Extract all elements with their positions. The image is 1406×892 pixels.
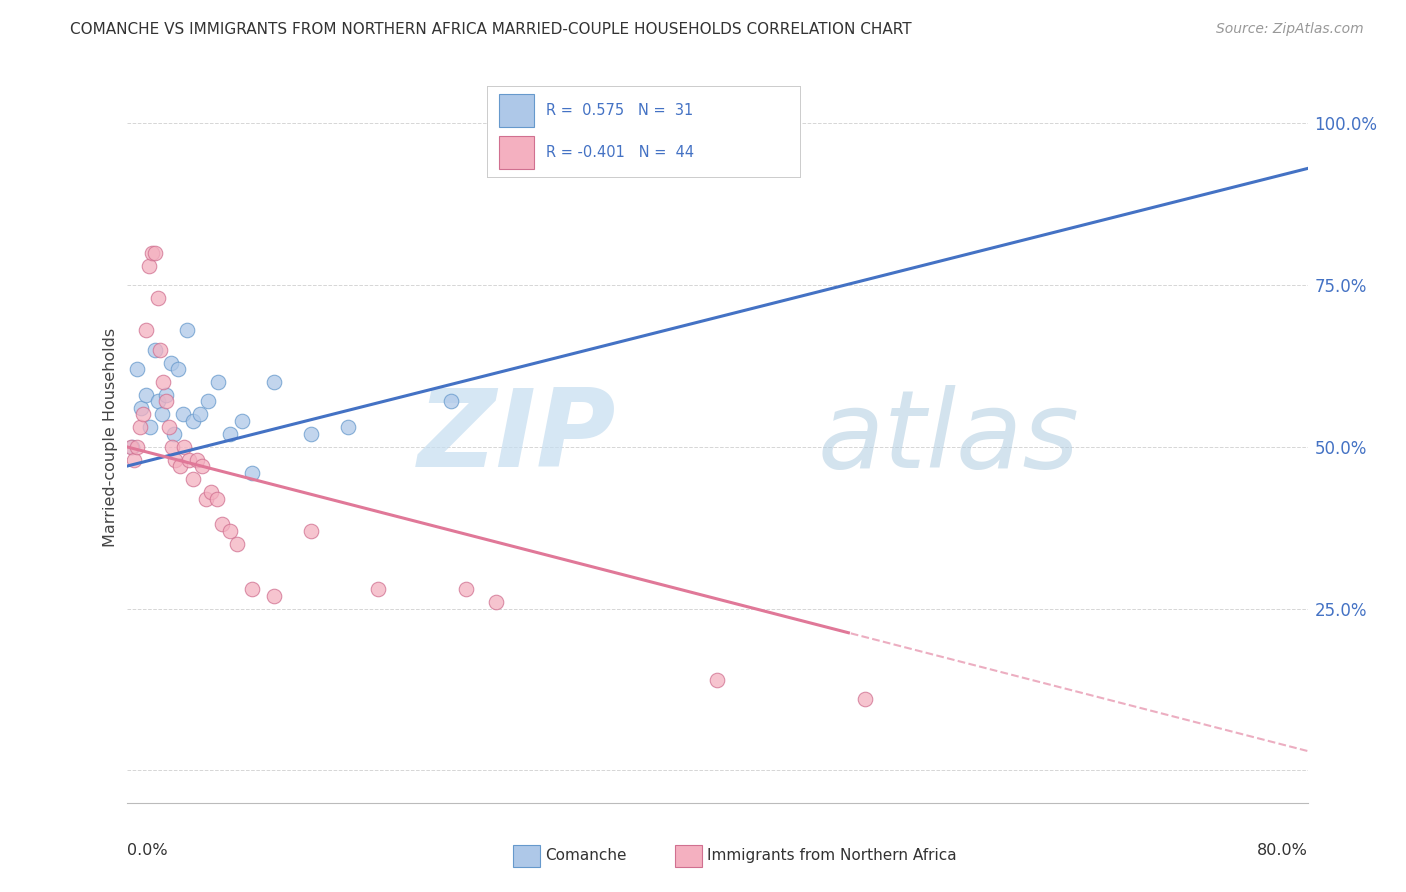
Point <box>157 420 180 434</box>
Point <box>143 343 166 357</box>
Point <box>176 323 198 337</box>
Point <box>211 517 233 532</box>
Point <box>191 459 214 474</box>
Point <box>162 440 184 454</box>
Point <box>366 582 388 597</box>
Point <box>143 245 166 260</box>
Point <box>181 472 204 486</box>
Point <box>125 362 148 376</box>
Point <box>240 582 263 597</box>
Point <box>167 362 190 376</box>
Text: Comanche: Comanche <box>546 848 627 863</box>
Point <box>177 452 200 467</box>
Point <box>218 524 242 538</box>
Point <box>125 440 148 454</box>
Point <box>141 245 163 260</box>
Point <box>207 375 229 389</box>
Point <box>138 259 160 273</box>
Point <box>299 426 322 441</box>
Point <box>263 375 285 389</box>
Point <box>150 408 173 422</box>
Point <box>135 388 157 402</box>
Point <box>163 426 186 441</box>
Point <box>337 420 360 434</box>
Point <box>853 692 876 706</box>
Point <box>146 394 169 409</box>
Point <box>218 426 242 441</box>
Text: COMANCHE VS IMMIGRANTS FROM NORTHERN AFRICA MARRIED-COUPLE HOUSEHOLDS CORRELATIO: COMANCHE VS IMMIGRANTS FROM NORTHERN AFR… <box>70 22 912 37</box>
Y-axis label: Married-couple Households: Married-couple Households <box>103 327 118 547</box>
Point <box>231 414 253 428</box>
Point <box>188 408 211 422</box>
Point <box>197 394 219 409</box>
Point <box>173 440 195 454</box>
Point <box>181 414 204 428</box>
Point <box>121 440 143 454</box>
Point <box>484 595 508 609</box>
Point <box>200 485 222 500</box>
Point <box>146 291 169 305</box>
Point <box>139 420 162 434</box>
Point <box>172 408 194 422</box>
Point <box>155 388 177 402</box>
Point <box>122 452 145 467</box>
Point <box>149 343 172 357</box>
Point <box>205 491 228 506</box>
Text: Source: ZipAtlas.com: Source: ZipAtlas.com <box>1216 22 1364 37</box>
Point <box>454 582 477 597</box>
Point <box>706 116 728 130</box>
Text: ZIP: ZIP <box>419 384 617 490</box>
Point <box>169 459 191 474</box>
Point <box>226 537 249 551</box>
Point <box>240 466 263 480</box>
Text: 80.0%: 80.0% <box>1257 843 1308 858</box>
Point <box>120 440 142 454</box>
Text: 0.0%: 0.0% <box>127 843 167 858</box>
Point <box>706 673 728 687</box>
Point <box>129 401 153 415</box>
Point <box>195 491 218 506</box>
Point <box>186 452 208 467</box>
Text: atlas: atlas <box>817 384 1080 490</box>
Point <box>152 375 174 389</box>
Point <box>165 452 187 467</box>
Point <box>299 524 322 538</box>
Point <box>155 394 177 409</box>
Point <box>132 408 155 422</box>
Text: Immigrants from Northern Africa: Immigrants from Northern Africa <box>707 848 957 863</box>
Point <box>440 394 463 409</box>
Point <box>160 356 183 370</box>
Point <box>128 420 150 434</box>
Point <box>135 323 157 337</box>
Point <box>263 589 285 603</box>
